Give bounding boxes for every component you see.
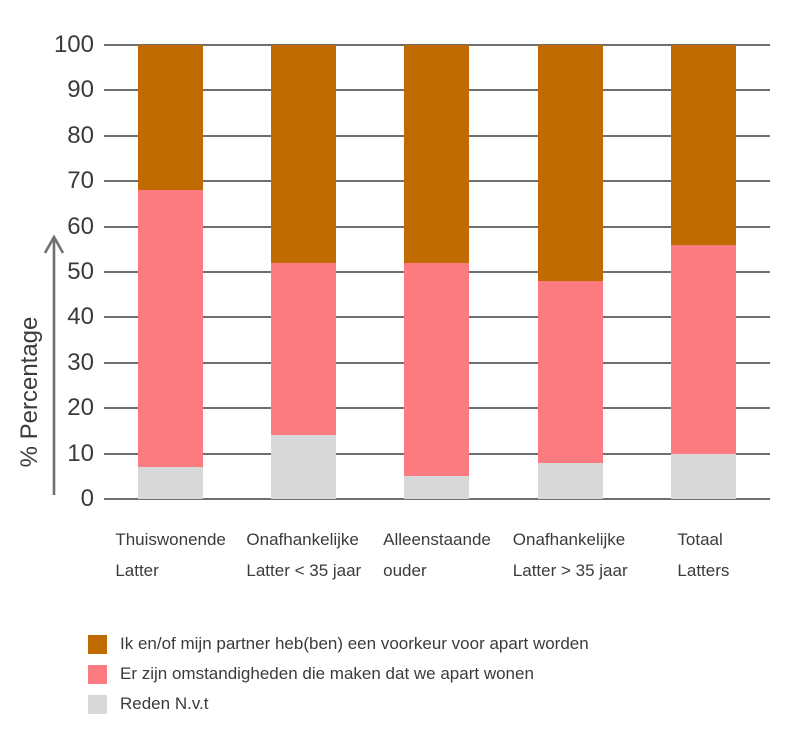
- bar-5: [670, 45, 736, 499]
- y-tick-label-100: 100: [53, 31, 94, 58]
- x-category-label-2: Onafhankelijke Latter < 35 jaar: [246, 524, 361, 586]
- legend: Ik en/of mijn partner heb(ben) een voork…: [88, 634, 589, 724]
- x-category-label-line: Alleenstaande: [383, 530, 491, 549]
- x-axis-labels: Thuiswonende Latter Onafhankelijke Latter <…: [104, 524, 770, 586]
- legend-item-1: Ik en/of mijn partner heb(ben) een voork…: [88, 634, 589, 654]
- bar-1: [138, 45, 204, 499]
- x-category-label-line: Latter < 35 jaar: [246, 561, 362, 580]
- gridline-0: [104, 498, 770, 500]
- x-category-label-line: Latters: [677, 561, 730, 580]
- y-axis-ticks: 0 10 20 30 40 50 60 70 80 90 100: [0, 32, 94, 512]
- x-category-label-line: Thuiswonende: [115, 530, 226, 549]
- bar-2: [271, 45, 337, 499]
- x-category-label-line: Totaal: [677, 530, 723, 549]
- y-tick-label-70: 70: [67, 167, 94, 195]
- x-category-label-1: Thuiswonende Latter: [115, 524, 226, 586]
- plot-area: [104, 44, 770, 500]
- x-label-slot-3: Alleenstaande ouder: [370, 524, 503, 586]
- bar-2-segment-3: [271, 435, 337, 499]
- legend-swatch-icon: [88, 634, 107, 654]
- y-axis-arrow-icon: [43, 234, 65, 495]
- bar-1-segment-1: [138, 45, 204, 191]
- legend-label-1: Ik en/of mijn partner heb(ben) een voork…: [120, 634, 589, 653]
- legend-swatch-icon: [88, 694, 107, 714]
- x-category-label-line: Latter > 35 jaar: [512, 561, 628, 580]
- bars: [104, 45, 770, 499]
- y-tick-label-10: 10: [67, 439, 94, 467]
- gridline-100: [104, 44, 770, 46]
- legend-item-2: Er zijn omstandigheden die maken dat we …: [88, 664, 589, 684]
- bar-4: [537, 45, 603, 499]
- y-tick-label-40: 40: [67, 303, 94, 331]
- y-tick-label-0: 0: [80, 485, 94, 512]
- y-tick-label-60: 60: [67, 212, 94, 240]
- legend-item-3: Reden N.v.t: [88, 694, 589, 714]
- bar-3: [404, 45, 470, 499]
- x-category-label-3: Alleenstaande ouder: [383, 524, 491, 586]
- bar-2-segment-1: [271, 45, 337, 263]
- x-category-label-5: Totaal Latters: [677, 524, 729, 586]
- legend-swatch-icon: [88, 664, 107, 684]
- x-category-label-line: Latter: [115, 561, 159, 580]
- bar-4-segment-3: [537, 462, 603, 499]
- bar-5-segment-3: [670, 453, 736, 499]
- legend-label-3: Reden N.v.t: [120, 694, 209, 713]
- x-category-label-line: Onafhankelijke: [512, 530, 626, 549]
- bar-5-segment-1: [670, 45, 736, 245]
- bar-3-segment-2: [404, 262, 470, 477]
- y-tick-label-20: 20: [67, 394, 94, 422]
- x-label-slot-5: Totaal Latters: [637, 524, 770, 586]
- bar-3-segment-1: [404, 45, 470, 263]
- bar-4-segment-1: [537, 45, 603, 282]
- bar-4-segment-2: [537, 281, 603, 463]
- x-category-label-line: ouder: [383, 561, 427, 580]
- bar-1-segment-2: [138, 190, 204, 468]
- y-tick-label-80: 80: [67, 121, 94, 149]
- y-tick-label-90: 90: [67, 76, 94, 104]
- bar-5-segment-2: [670, 244, 736, 454]
- x-label-slot-2: Onafhankelijke Latter < 35 jaar: [237, 524, 370, 586]
- bar-1-segment-3: [138, 467, 204, 499]
- bar-3-segment-3: [404, 476, 470, 499]
- x-category-label-line: Onafhankelijke: [246, 530, 359, 549]
- y-tick-label-30: 30: [67, 348, 94, 376]
- x-label-slot-4: Onafhankelijke Latter > 35 jaar: [504, 524, 637, 586]
- bar-2-segment-2: [271, 262, 337, 436]
- x-label-slot-1: Thuiswonende Latter: [104, 524, 237, 586]
- x-category-label-4: Onafhankelijke Latter > 35 jaar: [513, 524, 628, 586]
- y-tick-label-50: 50: [67, 258, 94, 285]
- legend-label-2: Er zijn omstandigheden die maken dat we …: [120, 664, 534, 683]
